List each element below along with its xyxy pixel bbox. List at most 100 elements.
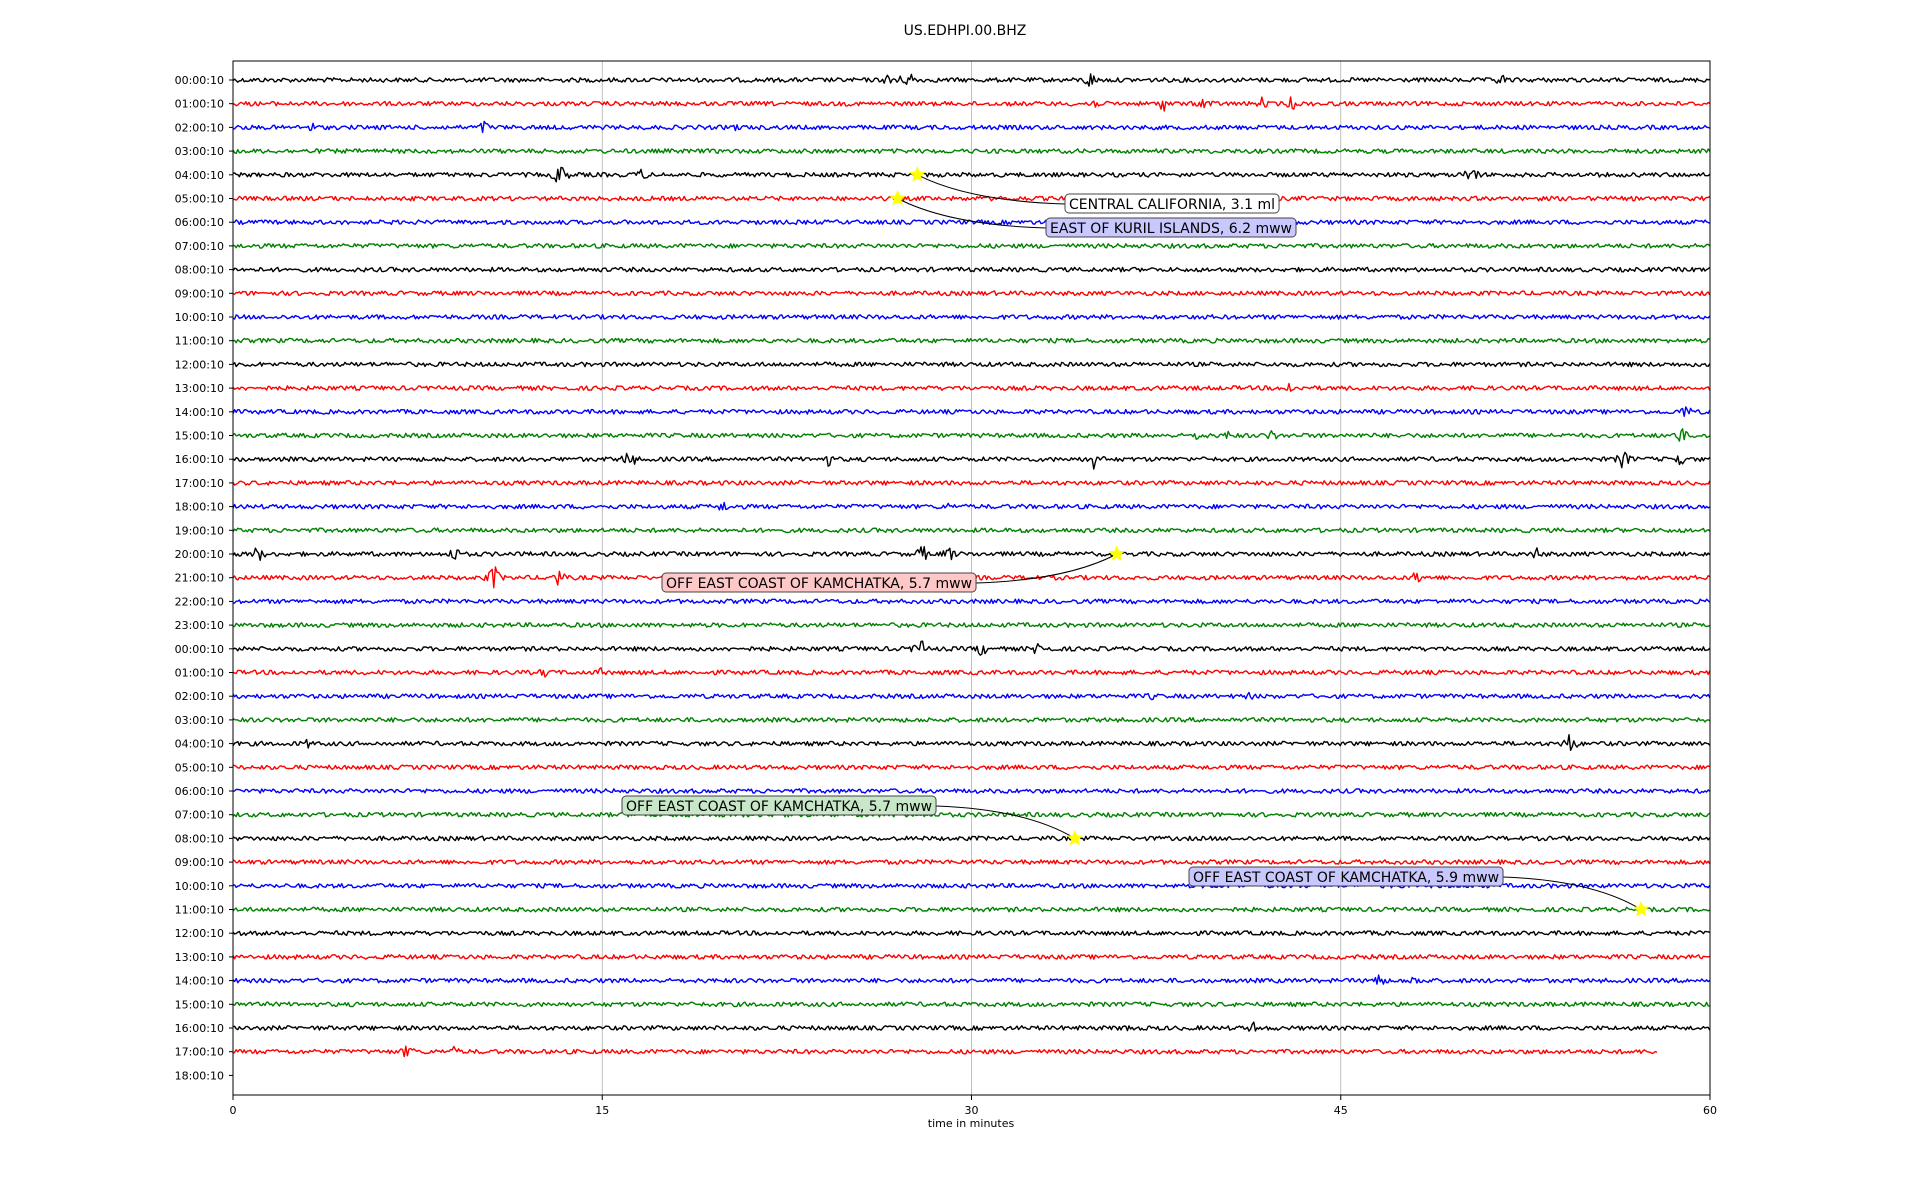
row-label-12: 12:00:10 [175, 358, 224, 371]
trace-row-38 [232, 974, 1711, 985]
row-label-38: 14:00:10 [175, 975, 224, 988]
row-label-7: 07:00:10 [175, 240, 224, 253]
event-star-icon-3 [1066, 829, 1084, 846]
event-label-box-0 [1064, 193, 1280, 214]
trace-row-39 [232, 1001, 1710, 1008]
trace-row-8 [232, 266, 1711, 273]
x-tick-label-3: 45 [1334, 1104, 1348, 1117]
trace-row-2 [232, 120, 1711, 134]
trace-row-13 [232, 382, 1711, 392]
event-annotation-0: CENTRAL CALIFORNIA, 3.1 ml [909, 166, 1280, 214]
row-label-14: 14:00:10 [175, 406, 224, 419]
row-label-24: 00:00:10 [175, 643, 224, 656]
event-annotation-1: EAST OF KURIL ISLANDS, 6.2 mww [889, 189, 1297, 238]
chart-title: US.EDHPI.00.BHZ [904, 23, 1027, 39]
trace-row-18 [232, 501, 1711, 511]
row-label-30: 06:00:10 [175, 785, 224, 798]
event-annotation-4: OFF EAST COAST OF KAMCHATKA, 5.9 mww [1188, 866, 1650, 917]
trace-row-40 [232, 1021, 1711, 1032]
trace-row-41 [232, 1045, 1658, 1058]
trace-row-16 [232, 451, 1711, 470]
row-label-8: 08:00:10 [175, 264, 224, 277]
row-label-22: 22:00:10 [175, 595, 224, 608]
event-annotation-3: OFF EAST COAST OF KAMCHATKA, 5.7 mww [621, 795, 1084, 846]
event-label-1: EAST OF KURIL ISLANDS, 6.2 mww [1050, 221, 1292, 237]
row-label-40: 16:00:10 [175, 1022, 224, 1035]
row-label-42: 18:00:10 [175, 1069, 224, 1082]
row-label-20: 20:00:10 [175, 548, 224, 561]
trace-row-30 [232, 788, 1711, 794]
event-connector-1 [897, 198, 1047, 229]
row-label-23: 23:00:10 [175, 619, 224, 632]
event-label-box-1 [1045, 217, 1297, 238]
event-annotations: CENTRAL CALIFORNIA, 3.1 ml EAST OF KURIL … [621, 166, 1650, 917]
row-label-26: 02:00:10 [175, 690, 224, 703]
trace-row-19 [232, 527, 1711, 534]
plot-frame [232, 60, 1711, 1096]
row-label-10: 10:00:10 [175, 311, 224, 324]
event-connector-0 [917, 174, 1066, 205]
trace-row-33 [232, 859, 1711, 865]
row-label-4: 04:00:10 [175, 169, 224, 182]
row-label-3: 03:00:10 [175, 145, 224, 158]
trace-row-17 [232, 480, 1711, 486]
trace-row-5 [232, 195, 1711, 202]
x-axis-ticks: 0 15 30 45 60 [230, 1095, 1717, 1117]
trace-row-37 [232, 954, 1711, 960]
event-label-box-2 [661, 572, 977, 593]
event-connector-3 [935, 805, 1076, 839]
event-label-box-3 [621, 795, 937, 816]
trace-row-26 [232, 691, 1711, 701]
row-label-2: 02:00:10 [175, 121, 224, 134]
row-label-41: 17:00:10 [175, 1046, 224, 1059]
trace-row-32 [232, 835, 1711, 842]
trace-row-14 [232, 406, 1711, 417]
row-label-31: 07:00:10 [175, 809, 224, 822]
trace-row-9 [233, 290, 1711, 297]
trace-row-24 [232, 640, 1711, 656]
event-connector-4 [1502, 876, 1642, 910]
trace-row-23 [232, 622, 1710, 628]
trace-row-0 [232, 73, 1710, 87]
trace-row-29 [232, 764, 1711, 771]
x-tick-label-2: 30 [965, 1104, 979, 1117]
trace-row-7 [232, 243, 1711, 249]
trace-row-35 [232, 906, 1711, 913]
x-tick-label-1: 15 [595, 1104, 609, 1117]
row-label-28: 04:00:10 [175, 738, 224, 751]
row-label-29: 05:00:10 [175, 761, 224, 774]
trace-row-1 [232, 96, 1711, 112]
row-label-18: 18:00:10 [175, 501, 224, 514]
trace-row-27 [232, 717, 1711, 723]
event-label-box-4 [1188, 866, 1504, 887]
trace-row-22 [232, 598, 1711, 605]
event-star-icon-4 [1632, 900, 1650, 917]
event-star-icon-2 [1108, 545, 1125, 562]
event-label-3: OFF EAST COAST OF KAMCHATKA, 5.7 mww [626, 799, 932, 815]
event-label-0: CENTRAL CALIFORNIA, 3.1 ml [1069, 197, 1275, 213]
row-label-1: 01:00:10 [175, 98, 224, 111]
row-label-27: 03:00:10 [175, 714, 224, 727]
row-label-21: 21:00:10 [175, 572, 224, 585]
row-label-25: 01:00:10 [175, 667, 224, 680]
event-star-icon-1 [889, 189, 906, 206]
trace-row-28 [232, 734, 1711, 751]
row-label-9: 09:00:10 [175, 287, 224, 300]
row-label-11: 11:00:10 [175, 335, 224, 348]
trace-row-15 [232, 428, 1711, 442]
trace-row-20 [232, 546, 1711, 561]
trace-row-25 [232, 667, 1711, 678]
row-label-35: 11:00:10 [175, 904, 224, 917]
trace-row-11 [232, 337, 1711, 344]
row-label-5: 05:00:10 [175, 193, 224, 206]
row-label-6: 06:00:10 [175, 216, 224, 229]
trace-row-4 [232, 166, 1711, 183]
row-label-17: 17:00:10 [175, 477, 224, 490]
trace-row-34 [232, 882, 1711, 889]
row-label-39: 15:00:10 [175, 998, 224, 1011]
row-label-15: 15:00:10 [175, 430, 224, 443]
row-label-33: 09:00:10 [175, 856, 224, 869]
trace-row-3 [232, 148, 1711, 154]
row-label-36: 12:00:10 [175, 927, 224, 940]
